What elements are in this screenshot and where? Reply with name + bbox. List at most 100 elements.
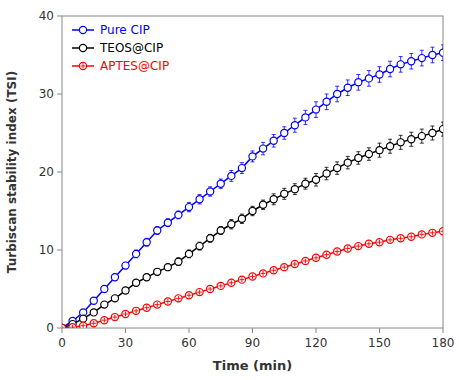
point xyxy=(238,215,245,222)
marker-plus xyxy=(250,274,255,279)
y-tick xyxy=(57,16,62,17)
x-tick-label: 120 xyxy=(305,336,328,350)
marker-plus xyxy=(102,318,107,323)
point xyxy=(238,276,245,283)
point xyxy=(259,270,266,277)
point xyxy=(143,239,150,246)
point xyxy=(334,248,341,255)
point xyxy=(101,317,108,324)
x-tick-label: 150 xyxy=(368,336,391,350)
marker-plus xyxy=(155,302,160,307)
point xyxy=(365,240,372,247)
point xyxy=(228,279,235,286)
marker-plus xyxy=(282,265,287,270)
point xyxy=(312,176,319,183)
x-tick-label: 30 xyxy=(118,336,133,350)
y-tick-label: 10 xyxy=(39,243,54,257)
marker-plus xyxy=(388,237,393,242)
point xyxy=(386,65,393,72)
point xyxy=(334,90,341,97)
series-line xyxy=(62,129,443,328)
point xyxy=(429,229,436,236)
point xyxy=(185,250,192,257)
marker-plus xyxy=(430,230,435,235)
point xyxy=(249,273,256,280)
point xyxy=(323,98,330,105)
point xyxy=(143,304,150,311)
point xyxy=(154,227,161,234)
point xyxy=(101,285,108,292)
marker-plus xyxy=(144,305,149,310)
point xyxy=(90,309,97,316)
series xyxy=(62,122,443,328)
point xyxy=(355,79,362,86)
point xyxy=(323,251,330,258)
series-line xyxy=(62,231,443,328)
point xyxy=(185,292,192,299)
y-tick-label: 30 xyxy=(39,87,54,101)
point xyxy=(217,227,224,234)
x-tick-label: 90 xyxy=(245,336,260,350)
point xyxy=(196,196,203,203)
y-tick xyxy=(57,94,62,95)
marker-plus xyxy=(113,315,118,320)
marker-plus xyxy=(81,323,86,328)
point xyxy=(217,282,224,289)
point xyxy=(143,274,150,281)
point xyxy=(111,313,118,320)
point xyxy=(376,147,383,154)
point xyxy=(228,172,235,179)
point xyxy=(302,180,309,187)
point xyxy=(249,153,256,160)
marker-plus xyxy=(62,326,64,328)
legend-marker xyxy=(79,44,86,51)
point xyxy=(111,295,118,302)
point xyxy=(132,307,139,314)
marker-plus xyxy=(324,252,329,257)
y-tick-label: 0 xyxy=(46,321,54,335)
point xyxy=(291,260,298,267)
point xyxy=(408,233,415,240)
legend-marker xyxy=(79,26,86,33)
point xyxy=(376,71,383,78)
y-tick-label: 20 xyxy=(39,165,54,179)
marker-plus xyxy=(314,255,319,260)
marker-plus xyxy=(441,229,443,234)
point xyxy=(355,154,362,161)
x-axis-label: Time (min) xyxy=(213,358,292,373)
series xyxy=(62,45,443,328)
marker-plus xyxy=(197,290,202,295)
x-tick xyxy=(62,328,63,333)
point xyxy=(270,196,277,203)
x-tick-label: 180 xyxy=(432,336,455,350)
x-tick xyxy=(252,328,253,333)
point xyxy=(302,257,309,264)
point xyxy=(62,324,66,328)
marker-plus xyxy=(345,246,350,251)
point xyxy=(418,133,425,140)
y-axis: 010203040 xyxy=(39,9,62,335)
point xyxy=(365,150,372,157)
point xyxy=(228,221,235,228)
legend-marker xyxy=(79,62,86,69)
x-axis: 0306090120150180 xyxy=(58,328,454,350)
series-line xyxy=(62,53,443,328)
point xyxy=(80,315,87,322)
point xyxy=(101,301,108,308)
point xyxy=(132,250,139,257)
point xyxy=(196,243,203,250)
marker-plus xyxy=(229,280,234,285)
point xyxy=(386,143,393,150)
legend-label: APTES@CIP xyxy=(100,59,169,73)
marker-plus xyxy=(70,325,75,328)
point xyxy=(80,322,87,328)
point xyxy=(312,106,319,113)
x-tick xyxy=(125,328,126,333)
point xyxy=(397,139,404,146)
point xyxy=(281,129,288,136)
point xyxy=(249,207,256,214)
point xyxy=(69,324,76,328)
point xyxy=(270,137,277,144)
marker-plus xyxy=(409,234,414,239)
point xyxy=(207,285,214,292)
